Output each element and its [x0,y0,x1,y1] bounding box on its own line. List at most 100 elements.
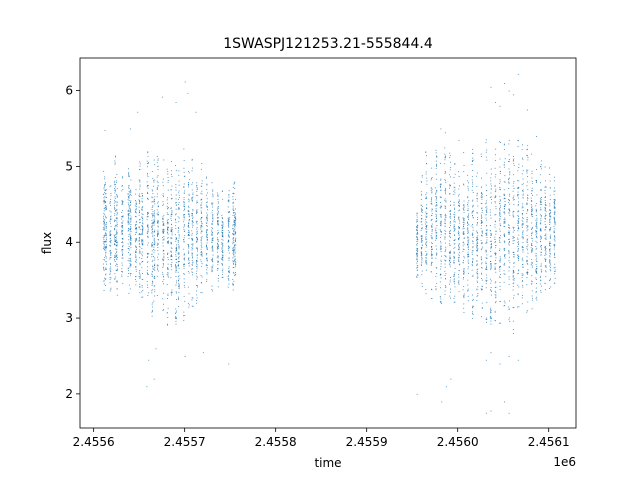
data-point [105,202,106,203]
data-point [477,222,478,224]
data-point [472,170,473,171]
data-point [157,221,159,223]
data-point [539,174,541,176]
data-point [522,218,524,219]
data-point [486,301,488,303]
data-point [535,270,537,272]
data-point [554,207,556,208]
data-point [490,352,492,354]
data-point [490,86,492,88]
data-point [154,289,156,291]
data-point [154,285,156,287]
data-point [217,222,219,224]
data-point [191,264,193,265]
data-point [535,279,537,280]
data-point [513,162,515,164]
data-point [540,199,542,201]
data-point [162,204,164,206]
data-point [121,185,123,187]
data-point [178,207,180,209]
data-point [103,245,105,247]
data-point [184,253,185,255]
data-point [141,253,143,255]
data-point [156,209,158,211]
data-point [531,209,532,211]
data-point [499,158,501,160]
data-point [435,173,437,175]
data-point [103,193,104,195]
data-point [110,287,112,289]
data-point [228,247,230,249]
data-point [200,259,202,261]
data-point [171,176,173,177]
data-point [513,174,514,176]
data-point [425,239,427,241]
data-point [463,227,465,229]
data-point [545,226,547,228]
data-point [178,296,179,298]
data-point [197,211,198,213]
data-point [550,242,552,244]
data-point [481,208,483,210]
data-point [518,286,520,288]
data-point [178,282,180,284]
data-point [105,201,106,203]
data-point [188,262,190,264]
data-point [499,276,500,278]
data-point [114,155,116,157]
data-point [128,185,130,186]
data-point [463,238,465,239]
data-point [188,211,190,212]
data-point [188,230,190,232]
data-point [467,268,469,270]
data-point [184,225,185,227]
data-point [454,272,456,274]
data-point [544,235,546,236]
data-point [232,283,234,285]
data-point [486,242,488,244]
data-point [494,236,496,238]
data-point [234,258,236,260]
data-point [141,198,143,200]
data-point [468,256,470,257]
data-point [545,238,547,240]
data-point [176,269,177,271]
data-point [421,228,423,230]
data-point [444,237,446,239]
data-point [115,210,116,211]
data-point [521,184,523,185]
data-point [234,259,235,261]
data-point [162,239,164,241]
data-point [175,254,177,256]
data-point [458,238,460,239]
data-point [192,209,194,210]
data-point [138,227,140,228]
data-point [531,299,533,301]
data-point [531,283,533,285]
data-point [188,258,189,260]
data-point [499,211,501,213]
data-point [471,212,473,214]
data-point [129,204,131,206]
data-point [141,255,143,257]
data-point [472,229,474,231]
data-point [472,250,474,252]
data-point [110,201,111,203]
data-point [444,218,446,220]
data-point [463,224,465,226]
data-point [512,199,514,201]
data-point [114,221,115,222]
data-point [183,268,185,269]
data-point [531,249,533,250]
data-point [232,243,234,245]
data-point [536,222,538,224]
data-point [128,173,130,175]
data-point [116,218,118,220]
data-point [232,260,234,262]
data-point [513,165,515,166]
data-point [513,230,515,231]
data-point [167,222,169,224]
data-point [162,249,164,251]
data-point [512,243,514,244]
data-point [550,270,552,272]
